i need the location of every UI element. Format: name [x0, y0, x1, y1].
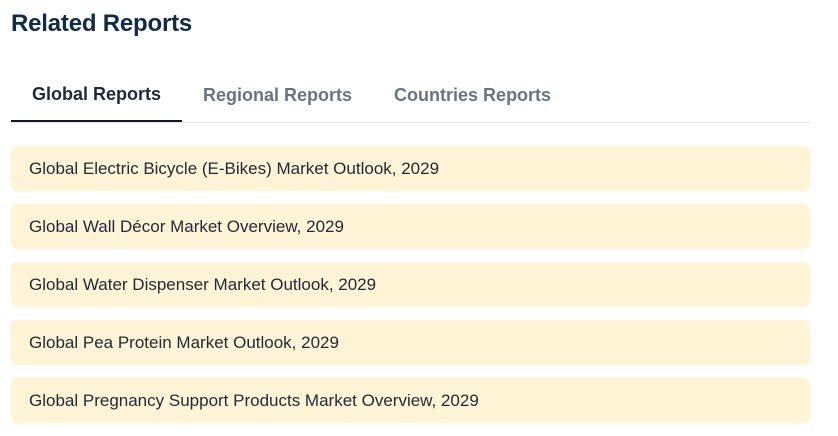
report-tabs: Global Reports Regional Reports Countrie…	[11, 68, 810, 123]
tab-global-reports[interactable]: Global Reports	[11, 68, 183, 122]
report-link-pea-protein[interactable]: Global Pea Protein Market Outlook, 2029	[11, 320, 810, 365]
report-link-electric-bicycle[interactable]: Global Electric Bicycle (E-Bikes) Market…	[11, 146, 810, 191]
report-link-wall-decor[interactable]: Global Wall Décor Market Overview, 2029	[11, 204, 810, 249]
report-list: Global Electric Bicycle (E-Bikes) Market…	[11, 146, 810, 436]
report-link-water-dispenser[interactable]: Global Water Dispenser Market Outlook, 2…	[11, 262, 810, 307]
tab-countries-reports[interactable]: Countries Reports	[394, 84, 552, 105]
section-title: Related Reports	[11, 10, 193, 37]
report-link-pregnancy-support[interactable]: Global Pregnancy Support Products Market…	[11, 378, 810, 423]
tab-regional-reports[interactable]: Regional Reports	[203, 84, 353, 105]
